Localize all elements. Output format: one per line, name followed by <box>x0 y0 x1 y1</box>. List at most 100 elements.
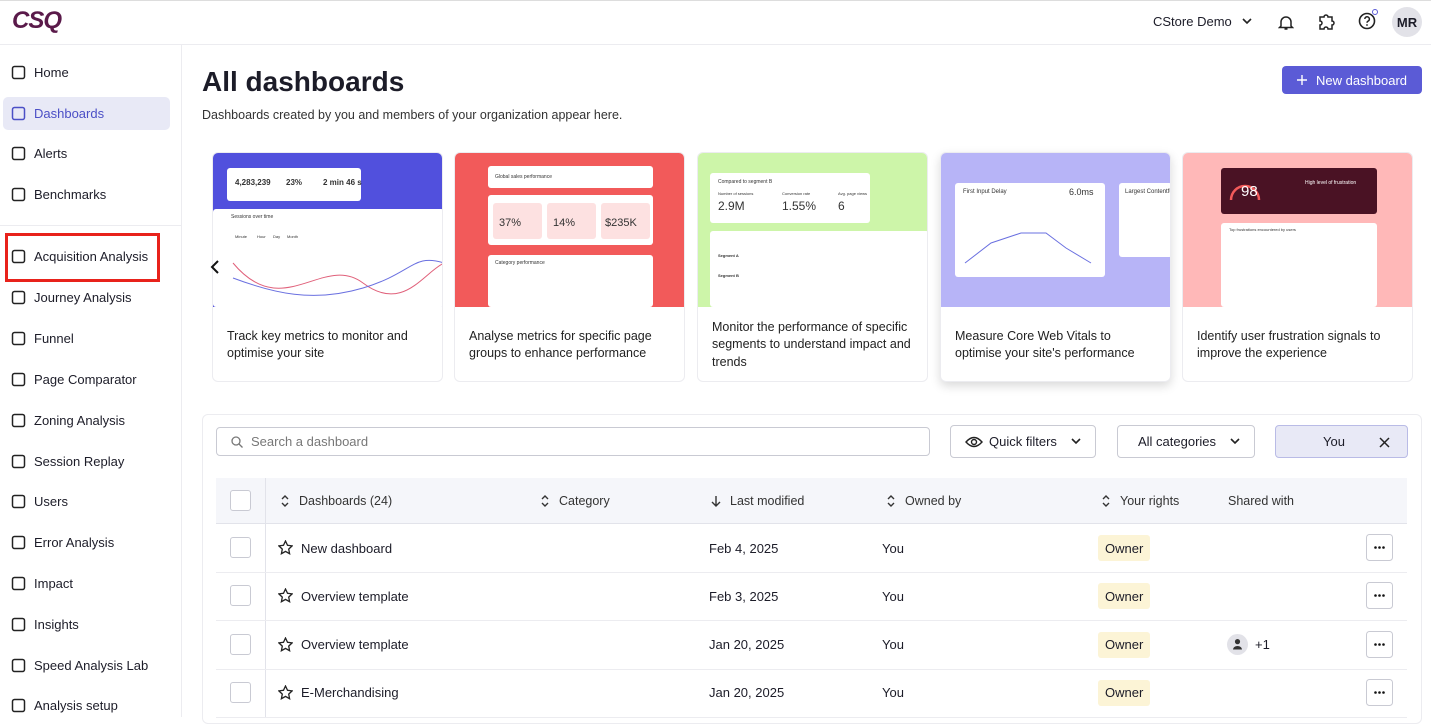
new-dashboard-button[interactable]: New dashboard <box>1282 66 1422 94</box>
template-card[interactable]: 4,283,239 23% 2 min 46 s Sessions over time… <box>212 152 443 382</box>
nav-item[interactable]: Home <box>3 56 170 89</box>
template-card[interactable]: 98 High level of frustration Top frustrati… <box>1182 152 1413 382</box>
shared-avatar <box>1227 633 1248 655</box>
nav-icon <box>11 290 26 305</box>
owner-chip-label: You <box>1323 434 1345 449</box>
icon-shape <box>11 535 26 550</box>
icon-shape <box>11 372 26 387</box>
nav-item[interactable]: Funnel <box>3 322 170 355</box>
column-header[interactable]: Last modified <box>711 491 804 511</box>
more-actions[interactable] <box>1366 582 1393 610</box>
dot <box>1382 642 1385 646</box>
remove-chip[interactable] <box>1379 437 1390 448</box>
last-modified: Feb 4, 2025 <box>709 540 779 556</box>
icon-shape <box>11 454 26 469</box>
icon-shape <box>11 494 26 509</box>
dashboard-name[interactable]: E-Merchandising <box>301 685 399 701</box>
column-header[interactable]: Your rights <box>1101 491 1179 511</box>
icon-shape <box>11 413 26 428</box>
favorite-star[interactable] <box>278 588 293 604</box>
nav-item[interactable]: Analysis setup <box>3 689 170 722</box>
integrations-icon[interactable] <box>1317 12 1335 31</box>
nav-icon <box>11 535 26 550</box>
thumb-text: High level of frustration <box>1305 180 1356 186</box>
template-card[interactable]: First Input Delay 6.0ms Largest Contentful… <box>940 152 1171 382</box>
column-label: Owned by <box>905 494 962 508</box>
nav-item[interactable]: Acquisition Analysis <box>3 240 170 273</box>
dashboard-name[interactable]: New dashboard <box>301 540 393 556</box>
nav-item[interactable]: Insights <box>3 608 170 641</box>
sidebar: Home Dashboards Alerts Benchmarks Acquisitio… <box>0 45 182 717</box>
thumb-panel <box>710 173 870 223</box>
checkbox[interactable] <box>230 633 251 655</box>
template-card[interactable]: Compared to segment B Number of sessions C… <box>697 152 928 382</box>
nav-item[interactable]: Benchmarks <box>3 178 170 211</box>
more-actions[interactable] <box>1366 678 1393 706</box>
owner-chip[interactable]: You <box>1275 425 1408 458</box>
logo[interactable]: CSQ <box>12 7 62 34</box>
nav-item[interactable]: Users <box>3 485 170 518</box>
thumb-text: 14% <box>553 217 575 229</box>
highlight-box <box>5 233 160 282</box>
workspace-selector[interactable]: CStore Demo <box>1153 14 1252 29</box>
nav-item[interactable]: Impact <box>3 567 170 600</box>
nav-label: Speed Analysis Lab <box>34 658 149 673</box>
thumb-panel <box>1221 168 1377 214</box>
rights-badge: Owner <box>1098 583 1151 610</box>
nav-item[interactable]: Alerts <box>3 137 170 170</box>
favorite-star[interactable] <box>278 540 293 555</box>
quick-filters-button[interactable]: Quick filters <box>950 425 1096 458</box>
avatar[interactable]: MR <box>1392 7 1422 37</box>
favorite-star[interactable] <box>278 636 293 652</box>
more-actions[interactable] <box>1366 534 1393 561</box>
checkbox[interactable] <box>230 490 251 511</box>
nav-item[interactable]: Journey Analysis <box>3 281 170 314</box>
card-description: Analyse metrics for specific page groups… <box>469 328 652 361</box>
nav-icon <box>11 413 26 428</box>
column-header: Shared with <box>1228 491 1294 511</box>
dashboard-name[interactable]: Overview template <box>301 588 409 604</box>
sort-shape <box>1102 495 1110 507</box>
column-header[interactable]: Category <box>540 491 610 511</box>
nav-icon <box>11 698 26 713</box>
notifications-icon[interactable] <box>1278 14 1294 31</box>
category-filter[interactable]: All categories <box>1117 425 1255 458</box>
nav-item[interactable]: Page Comparator <box>3 363 170 396</box>
column-header[interactable]: Dashboards (24) <box>280 491 392 511</box>
dot <box>1378 594 1381 598</box>
thumb-text: 6 <box>838 199 845 213</box>
thumb-text: 2 min 46 s <box>323 178 362 187</box>
help-icon[interactable] <box>1357 9 1379 31</box>
template-card[interactable]: Global sales performance 37% 14% $235K Categ… <box>454 152 685 382</box>
thumb-panel <box>710 231 927 307</box>
nav-item[interactable]: Error Analysis <box>3 526 170 559</box>
thumb-panel <box>488 255 653 307</box>
nav-item[interactable]: Dashboards <box>3 97 170 130</box>
sort-icon <box>541 495 549 507</box>
sort-icon <box>887 495 895 507</box>
checkbox[interactable] <box>230 585 251 607</box>
nav-item[interactable]: Session Replay <box>3 445 170 478</box>
nav-item[interactable]: Zoning Analysis <box>3 404 170 437</box>
owner: You <box>882 540 904 556</box>
nav-label: Insights <box>34 617 79 632</box>
column-header[interactable]: Owned by <box>886 491 961 511</box>
thumb-text: First Input Delay <box>963 189 1007 195</box>
favorite-star[interactable] <box>278 684 293 700</box>
top-bar: CSQ CStore Demo MR <box>0 0 1431 45</box>
nav-label: Dashboards <box>34 106 105 121</box>
dashboard-name[interactable]: Overview template <box>301 637 409 653</box>
search-input[interactable]: Search a dashboard <box>216 427 930 456</box>
nav-item[interactable]: Speed Analysis Lab <box>3 649 170 682</box>
more-actions[interactable] <box>1366 630 1393 658</box>
nav-label: Home <box>34 65 69 80</box>
carousel-prev[interactable] <box>209 259 221 275</box>
search-icon <box>231 436 243 448</box>
checkbox[interactable] <box>230 681 251 703</box>
thumb-panel <box>547 203 596 239</box>
icon-shape <box>11 331 26 346</box>
rights-badge: Owner <box>1098 679 1151 706</box>
thumb-text: Category performance <box>495 260 545 266</box>
checkbox[interactable] <box>230 537 251 558</box>
icon-shape <box>11 576 26 591</box>
